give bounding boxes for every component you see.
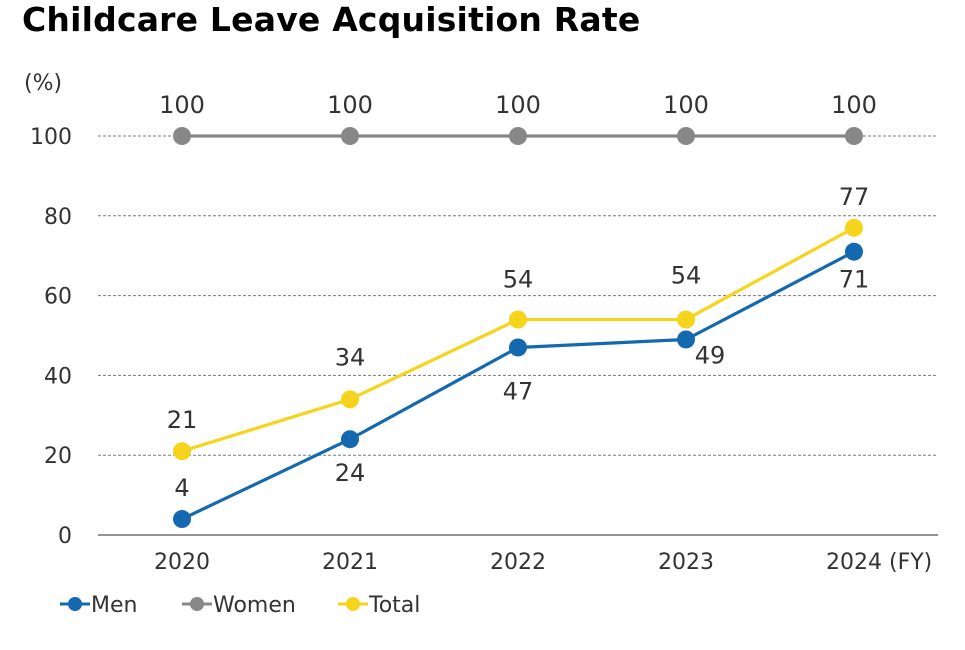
legend-marker-total (346, 597, 360, 611)
legend: Men Women Total (60, 593, 420, 618)
data-point-women (677, 127, 695, 145)
data-label-total: 54 (503, 266, 534, 294)
data-label-women: 100 (831, 91, 877, 119)
x-tick-label: 2024 (826, 550, 882, 575)
data-label-men: 4 (174, 474, 189, 502)
data-point-women (845, 127, 863, 145)
legend-marker-women (190, 597, 204, 611)
gridlines (98, 135, 938, 536)
data-point-total (509, 310, 527, 329)
data-label-women: 100 (327, 91, 373, 119)
x-unit-label: (FY) (889, 550, 932, 575)
data-point-women (509, 127, 527, 145)
legend-label-men: Men (91, 593, 137, 618)
data-point-total (845, 218, 863, 237)
x-tick-label: 2020 (154, 550, 210, 575)
data-point-women (173, 127, 191, 145)
data-label-total: 54 (671, 262, 702, 290)
data-point-men (845, 242, 863, 261)
x-tick-label: 2022 (490, 550, 546, 575)
data-label-men: 49 (695, 341, 726, 369)
data-point-women (341, 127, 359, 145)
data-point-men (509, 338, 527, 357)
legend-label-women: Women (213, 593, 296, 618)
data-point-men (173, 510, 191, 529)
data-label-women: 100 (495, 91, 541, 119)
y-tick-label: 80 (44, 205, 72, 230)
data-label-total: 21 (167, 406, 198, 434)
data-point-men (341, 430, 359, 449)
data-point-men (677, 330, 695, 349)
x-tick-label: 2023 (658, 550, 714, 575)
y-unit-label: (%) (24, 71, 62, 96)
data-point-total (173, 442, 191, 461)
data-label-women: 100 (663, 91, 709, 119)
data-point-total (677, 310, 695, 329)
y-tick-labels: 0 20 40 60 80 100 (30, 125, 72, 549)
x-tick-labels: 2020 2021 2022 2023 2024 (154, 550, 882, 575)
x-tick-label: 2021 (322, 550, 378, 575)
legend-label-total: Total (368, 593, 420, 618)
data-label-men: 24 (335, 459, 366, 487)
y-tick-label: 0 (58, 524, 72, 549)
y-tick-label: 40 (44, 364, 72, 389)
data-label-men: 47 (503, 377, 534, 405)
data-labels: 100 100 100 100 100 4 24 47 49 71 21 34 54 54 77 (159, 91, 877, 502)
chart-title: Childcare Leave Acquisition Rate (22, 0, 641, 39)
data-label-total: 34 (335, 343, 366, 371)
data-point-total (341, 390, 359, 409)
y-tick-label: 100 (30, 125, 72, 150)
data-label-women: 100 (159, 91, 205, 119)
y-tick-label: 60 (44, 285, 72, 310)
data-label-total: 77 (839, 183, 870, 211)
legend-marker-men (68, 597, 82, 611)
y-tick-label: 20 (44, 444, 72, 469)
series-points (173, 127, 863, 529)
data-label-men: 71 (839, 266, 870, 294)
